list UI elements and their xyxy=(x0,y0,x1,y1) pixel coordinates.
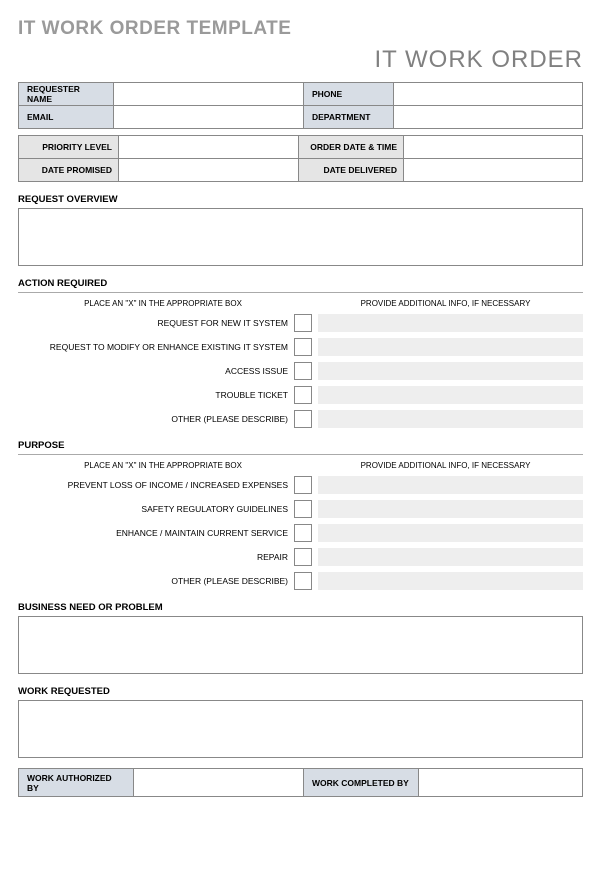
purpose-item-checkbox[interactable] xyxy=(294,524,312,542)
purpose-item-info[interactable] xyxy=(318,548,583,566)
action-item-label: ACCESS ISSUE xyxy=(18,366,294,376)
order-date-time-label: ORDER DATE & TIME xyxy=(299,136,404,159)
requester-name-value[interactable] xyxy=(114,83,304,106)
purpose-item-row: SAFETY REGULATORY GUIDELINES xyxy=(18,500,583,518)
instruction-right: PROVIDE ADDITIONAL INFO, IF NECESSARY xyxy=(308,461,583,470)
instruction-left: PLACE AN "X" IN THE APPROPRIATE BOX xyxy=(18,299,308,308)
divider xyxy=(18,454,583,455)
purpose-item-checkbox[interactable] xyxy=(294,572,312,590)
purpose-item-label: SAFETY REGULATORY GUIDELINES xyxy=(18,504,294,514)
action-item-info[interactable] xyxy=(318,314,583,332)
date-promised-label: DATE PROMISED xyxy=(19,159,119,182)
work-requested-header: WORK REQUESTED xyxy=(18,686,583,697)
work-authorized-by-value[interactable] xyxy=(134,769,304,797)
purpose-item-label: ENHANCE / MAINTAIN CURRENT SERVICE xyxy=(18,528,294,538)
department-value[interactable] xyxy=(394,106,583,129)
work-completed-by-label: WORK COMPLETED BY xyxy=(304,769,419,797)
purpose-item-row: OTHER (PLEASE DESCRIBE) xyxy=(18,572,583,590)
instruction-left: PLACE AN "X" IN THE APPROPRIATE BOX xyxy=(18,461,308,470)
purpose-header: PURPOSE xyxy=(18,440,583,451)
business-need-header: BUSINESS NEED OR PROBLEM xyxy=(18,602,583,613)
purpose-item-label: OTHER (PLEASE DESCRIBE) xyxy=(18,576,294,586)
action-item-row: REQUEST TO MODIFY OR ENHANCE EXISTING IT… xyxy=(18,338,583,356)
action-item-checkbox[interactable] xyxy=(294,314,312,332)
action-item-row: OTHER (PLEASE DESCRIBE) xyxy=(18,410,583,428)
purpose-instructions: PLACE AN "X" IN THE APPROPRIATE BOX PROV… xyxy=(18,461,583,470)
email-label: EMAIL xyxy=(19,106,114,129)
purpose-item-checkbox[interactable] xyxy=(294,476,312,494)
action-item-checkbox[interactable] xyxy=(294,386,312,404)
priority-level-value[interactable] xyxy=(119,136,299,159)
action-required-items: REQUEST FOR NEW IT SYSTEM REQUEST TO MODI… xyxy=(18,314,583,428)
document-title: IT WORK ORDER xyxy=(18,46,583,74)
date-delivered-value[interactable] xyxy=(404,159,583,182)
request-overview-header: REQUEST OVERVIEW xyxy=(18,194,583,205)
action-item-row: REQUEST FOR NEW IT SYSTEM xyxy=(18,314,583,332)
footer-table: WORK AUTHORIZED BY WORK COMPLETED BY xyxy=(18,768,583,797)
request-overview-box[interactable] xyxy=(18,208,583,266)
phone-value[interactable] xyxy=(394,83,583,106)
instruction-right: PROVIDE ADDITIONAL INFO, IF NECESSARY xyxy=(308,299,583,308)
purpose-item-row: ENHANCE / MAINTAIN CURRENT SERVICE xyxy=(18,524,583,542)
action-item-info[interactable] xyxy=(318,338,583,356)
action-item-checkbox[interactable] xyxy=(294,410,312,428)
phone-label: PHONE xyxy=(304,83,394,106)
purpose-item-info[interactable] xyxy=(318,476,583,494)
purpose-item-checkbox[interactable] xyxy=(294,500,312,518)
action-item-info[interactable] xyxy=(318,410,583,428)
priority-level-label: PRIORITY LEVEL xyxy=(19,136,119,159)
email-value[interactable] xyxy=(114,106,304,129)
date-delivered-label: DATE DELIVERED xyxy=(299,159,404,182)
purpose-item-checkbox[interactable] xyxy=(294,548,312,566)
page-title: IT WORK ORDER TEMPLATE xyxy=(18,18,583,40)
work-completed-by-value[interactable] xyxy=(419,769,583,797)
purpose-item-info[interactable] xyxy=(318,572,583,590)
action-item-info[interactable] xyxy=(318,386,583,404)
date-promised-value[interactable] xyxy=(119,159,299,182)
purpose-item-label: REPAIR xyxy=(18,552,294,562)
purpose-item-row: REPAIR xyxy=(18,548,583,566)
action-item-checkbox[interactable] xyxy=(294,338,312,356)
order-date-time-value[interactable] xyxy=(404,136,583,159)
purpose-item-info[interactable] xyxy=(318,500,583,518)
action-item-label: REQUEST TO MODIFY OR ENHANCE EXISTING IT… xyxy=(18,342,294,352)
business-need-box[interactable] xyxy=(18,616,583,674)
action-item-info[interactable] xyxy=(318,362,583,380)
action-required-instructions: PLACE AN "X" IN THE APPROPRIATE BOX PROV… xyxy=(18,299,583,308)
purpose-item-info[interactable] xyxy=(318,524,583,542)
purpose-items: PREVENT LOSS OF INCOME / INCREASED EXPEN… xyxy=(18,476,583,590)
work-requested-box[interactable] xyxy=(18,700,583,758)
action-item-label: OTHER (PLEASE DESCRIBE) xyxy=(18,414,294,424)
meta-table: PRIORITY LEVEL ORDER DATE & TIME DATE PR… xyxy=(18,135,583,182)
action-item-row: ACCESS ISSUE xyxy=(18,362,583,380)
action-item-row: TROUBLE TICKET xyxy=(18,386,583,404)
department-label: DEPARTMENT xyxy=(304,106,394,129)
requester-name-label: REQUESTER NAME xyxy=(19,83,114,106)
divider xyxy=(18,292,583,293)
action-item-label: TROUBLE TICKET xyxy=(18,390,294,400)
purpose-item-row: PREVENT LOSS OF INCOME / INCREASED EXPEN… xyxy=(18,476,583,494)
requester-table: REQUESTER NAME PHONE EMAIL DEPARTMENT xyxy=(18,82,583,129)
work-authorized-by-label: WORK AUTHORIZED BY xyxy=(19,769,134,797)
purpose-item-label: PREVENT LOSS OF INCOME / INCREASED EXPEN… xyxy=(18,480,294,490)
action-item-checkbox[interactable] xyxy=(294,362,312,380)
action-item-label: REQUEST FOR NEW IT SYSTEM xyxy=(18,318,294,328)
action-required-header: ACTION REQUIRED xyxy=(18,278,583,289)
